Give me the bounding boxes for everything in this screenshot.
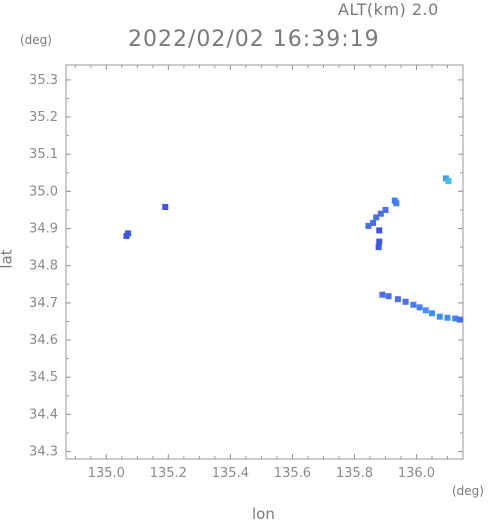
y-tick-label: 34.9	[29, 222, 58, 237]
echo-point	[162, 203, 169, 210]
echo-point	[375, 244, 382, 251]
echo-layer	[123, 175, 463, 323]
y-tick-label: 35.2	[29, 110, 58, 125]
x-unit-label: (deg)	[452, 484, 484, 498]
echo-point	[436, 313, 443, 320]
echo-point	[365, 222, 372, 229]
echo-point	[377, 210, 384, 217]
x-tick-label: 135.2	[150, 466, 187, 481]
axis-ticks: 34.3 34.4 34.5 34.6 34.7 34.8 34.9 35.0 35.1 35.2…	[29, 65, 463, 481]
echo-point	[125, 230, 132, 237]
x-tick-label: 135.4	[212, 466, 249, 481]
altitude-label: ALT(km) 2.0	[338, 0, 439, 19]
y-unit-label: (deg)	[20, 33, 52, 47]
echo-point	[373, 214, 380, 221]
echo-point	[385, 293, 392, 300]
y-tick-label: 34.6	[29, 333, 58, 348]
echo-point	[410, 301, 417, 308]
x-tick-label: 135.8	[336, 466, 373, 481]
x-axis-label: lon	[252, 505, 275, 523]
y-tick-label: 34.5	[29, 370, 58, 385]
y-tick-label: 35.1	[29, 147, 58, 162]
y-tick-label: 34.7	[29, 296, 58, 311]
echo-point	[445, 177, 452, 184]
x-tick-label: 136.0	[398, 466, 435, 481]
echo-point	[422, 307, 429, 314]
x-tick-label: 135.6	[274, 466, 311, 481]
y-tick-label: 34.3	[29, 445, 58, 460]
echo-point	[394, 296, 401, 303]
echo-point	[444, 314, 451, 321]
plot-frame	[65, 64, 464, 460]
echo-point	[416, 304, 423, 311]
echo-point	[370, 219, 377, 226]
echo-point	[382, 206, 389, 213]
chart-title: 2022/02/02 16:39:19	[128, 27, 380, 52]
echo-point	[379, 291, 386, 298]
y-tick-label: 34.4	[29, 407, 58, 422]
echo-point	[393, 200, 400, 207]
echo-point	[376, 227, 383, 234]
y-tick-label: 34.8	[29, 259, 58, 274]
echo-point	[456, 316, 463, 323]
y-tick-label: 35.0	[29, 184, 58, 199]
echo-point	[376, 238, 383, 245]
echo-point	[402, 298, 409, 305]
y-tick-label: 35.3	[29, 73, 58, 88]
x-tick-label: 135.0	[88, 466, 125, 481]
echo-point	[452, 315, 459, 322]
echo-point	[428, 310, 435, 317]
